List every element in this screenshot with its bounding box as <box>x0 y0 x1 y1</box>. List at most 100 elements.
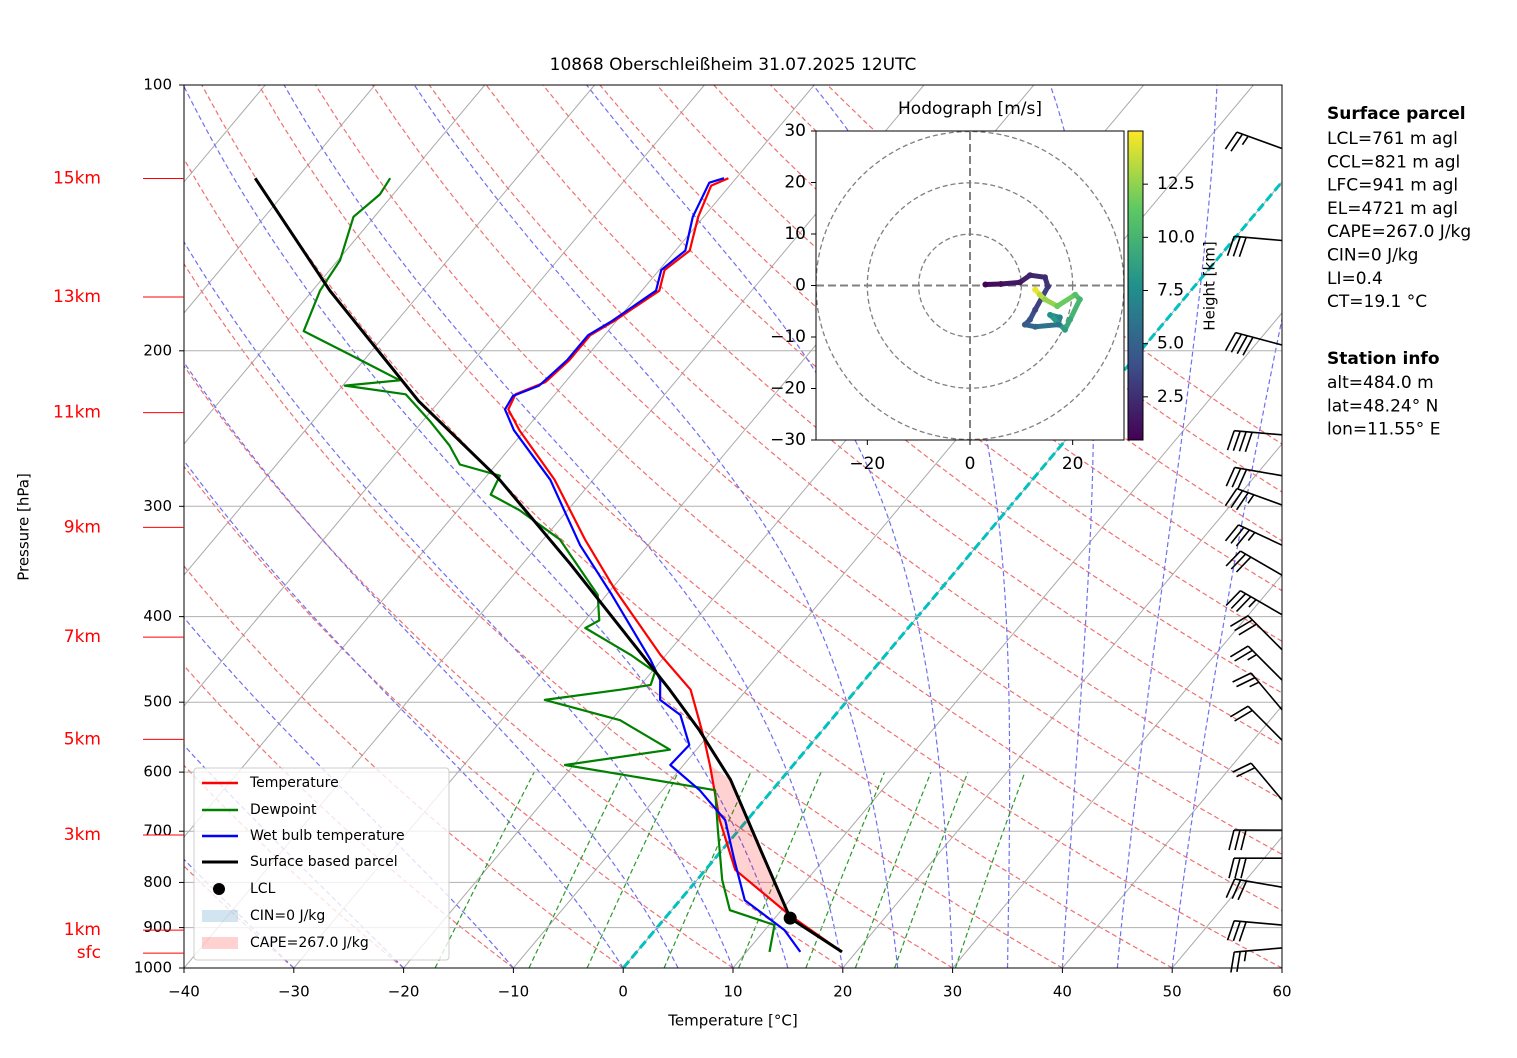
hodograph-point <box>1054 303 1060 309</box>
y-tick-label: 300 <box>143 497 172 515</box>
hodograph-point <box>998 281 1004 287</box>
hodograph-point <box>1032 324 1038 330</box>
mixing-ratio-line <box>855 772 931 968</box>
info-line: lat=48.24° N <box>1327 396 1438 416</box>
wind-barb <box>1226 591 1282 615</box>
hodograph-x-tick-label: −20 <box>849 454 885 474</box>
x-tick-label: 20 <box>833 983 852 1001</box>
info-line: CCL=821 m agl <box>1327 152 1460 172</box>
legend: Temperature Dewpoint Wet bulb temperatur… <box>194 768 449 960</box>
x-tick-label: 0 <box>618 983 628 1001</box>
y-axis-label: Pressure [hPa] <box>15 473 33 581</box>
y-tick-label: 500 <box>143 693 172 711</box>
wind-barb <box>1225 132 1282 151</box>
hodograph-point <box>1017 279 1023 285</box>
info-line: EL=4721 m agl <box>1327 199 1458 219</box>
legend-swatch <box>202 937 238 949</box>
hodograph-y-tick-label: −10 <box>770 327 806 347</box>
hodograph-y-tick-label: 0 <box>795 276 806 296</box>
legend-label: Dewpoint <box>250 802 317 818</box>
wind-barb <box>1230 616 1282 650</box>
mixing-ratio-line <box>587 772 678 968</box>
hodograph-y-tick-label: 20 <box>784 173 806 193</box>
height-label: 7km <box>64 627 101 647</box>
hodograph-title: Hodograph [m/s] <box>898 99 1042 119</box>
height-label: 1km <box>64 920 101 940</box>
height-label: sfc <box>77 943 101 963</box>
mixing-ratio-line <box>435 772 534 968</box>
height-label: 11km <box>53 403 101 423</box>
wind-barb <box>1233 763 1282 800</box>
y-tick-label: 1000 <box>134 959 172 977</box>
info-line: LFC=941 m agl <box>1327 176 1458 196</box>
info-line: CAPE=267.0 J/kg <box>1327 222 1471 242</box>
wind-barb <box>1230 706 1282 740</box>
hodograph-y-tick-label: 30 <box>784 121 806 141</box>
x-tick-label: 50 <box>1163 983 1182 1001</box>
x-tick-label: −40 <box>168 983 200 1001</box>
lcl-marker <box>784 912 797 925</box>
y-tick-label: 700 <box>143 822 172 840</box>
y-tick-label: 100 <box>143 76 172 94</box>
hodograph-point <box>1057 314 1063 320</box>
hodograph-point <box>1077 296 1083 302</box>
x-tick-label: −30 <box>278 983 310 1001</box>
colorbar-tick-label: 12.5 <box>1157 174 1195 194</box>
height-label: 5km <box>64 729 101 749</box>
colorbar <box>1128 131 1143 440</box>
colorbar-tick-label: 7.5 <box>1157 280 1184 300</box>
chart-title: 10868 Oberschleißheim 31.07.2025 12UTC <box>550 55 917 75</box>
hodograph-point <box>1032 287 1038 293</box>
mixing-ratio-line <box>806 772 885 968</box>
mixing-ratio-line <box>895 772 968 968</box>
info-title: Surface parcel <box>1327 104 1466 124</box>
hodograph-point <box>1042 296 1048 302</box>
legend-label: Surface based parcel <box>250 854 398 870</box>
x-tick-label: 60 <box>1272 983 1291 1001</box>
info-line: alt=484.0 m <box>1327 373 1434 393</box>
info-line: LI=0.4 <box>1327 269 1383 289</box>
hodograph-point <box>1032 307 1038 313</box>
profile-line <box>508 178 842 952</box>
hodograph-y-tick-label: 10 <box>784 224 806 244</box>
colorbar-label: Height [km] <box>1201 241 1219 330</box>
hodograph-y-tick-label: −30 <box>770 430 806 450</box>
wind-barb <box>1231 948 1282 973</box>
cape-area <box>710 765 790 918</box>
info-line: lon=11.55° E <box>1327 420 1440 440</box>
hodograph-y-tick-label: −20 <box>770 379 806 399</box>
info-title: Station info <box>1327 349 1440 369</box>
legend-label: Wet bulb temperature <box>250 828 405 844</box>
wind-barb <box>1226 333 1282 356</box>
legend-label: Temperature <box>249 775 339 791</box>
info-line: LCL=761 m agl <box>1327 129 1458 149</box>
hodograph-point <box>1047 312 1053 318</box>
hodograph-x-tick-label: 0 <box>965 454 976 474</box>
height-label: 9km <box>64 517 101 537</box>
y-tick-label: 400 <box>143 607 172 625</box>
hodograph-point <box>1027 272 1033 278</box>
y-tick-label: 900 <box>143 918 172 936</box>
y-tick-label: 600 <box>143 763 172 781</box>
legend-label: CIN=0 J/kg <box>250 908 325 924</box>
hodograph-point <box>1037 292 1043 298</box>
info-panel: Surface parcel Station info LCL=761 m ag… <box>1327 104 1471 440</box>
height-label: 3km <box>64 825 101 845</box>
x-tick-label: −20 <box>388 983 420 1001</box>
hodograph-point <box>1022 322 1028 328</box>
x-tick-label: −10 <box>498 983 530 1001</box>
hodograph-point <box>1062 327 1068 333</box>
height-label: 15km <box>53 168 101 188</box>
hodograph-point <box>1067 316 1073 322</box>
hodograph-point <box>982 281 988 287</box>
x-tick-label: 30 <box>943 983 962 1001</box>
hodograph-background <box>816 131 1124 440</box>
x-axis-label: Temperature [°C] <box>667 1012 797 1030</box>
info-line: CT=19.1 °C <box>1327 292 1427 312</box>
colorbar-tick-label: 5.0 <box>1157 334 1184 354</box>
legend-label: LCL <box>250 881 276 897</box>
hodograph-point <box>1072 292 1078 298</box>
colorbar-tick-label: 2.5 <box>1157 387 1184 407</box>
height-label: 13km <box>53 287 101 307</box>
